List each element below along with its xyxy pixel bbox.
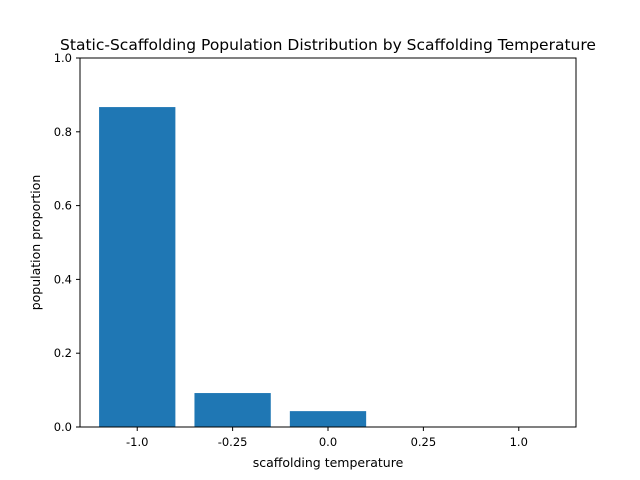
x-tick-label: 1.0 xyxy=(510,435,528,449)
y-tick-label: 1.0 xyxy=(54,51,72,65)
x-axis: -1.0 -0.25 0.0 0.25 1.0 xyxy=(126,427,528,449)
y-axis: 0.0 0.2 0.4 0.6 0.8 1.0 xyxy=(54,51,80,434)
bars xyxy=(99,107,367,428)
y-tick-label: 0.8 xyxy=(54,125,72,139)
y-tick-label: 0.6 xyxy=(54,199,72,213)
chart-title: Static-Scaffolding Population Distributi… xyxy=(60,36,596,54)
bar-1 xyxy=(99,107,176,428)
x-tick-label: 0.0 xyxy=(319,435,337,449)
y-tick-label: 0.2 xyxy=(54,346,72,360)
bar-3 xyxy=(289,411,367,427)
x-tick-label: -0.25 xyxy=(218,435,248,449)
x-tick-label: 0.25 xyxy=(411,435,437,449)
y-axis-label: population proportion xyxy=(28,175,43,311)
y-tick-label: 0.4 xyxy=(54,272,72,286)
x-axis-label: scaffolding temperature xyxy=(253,455,404,470)
x-tick-label: -1.0 xyxy=(126,435,148,449)
bar-2 xyxy=(194,393,271,427)
y-tick-label: 0.0 xyxy=(54,420,72,434)
